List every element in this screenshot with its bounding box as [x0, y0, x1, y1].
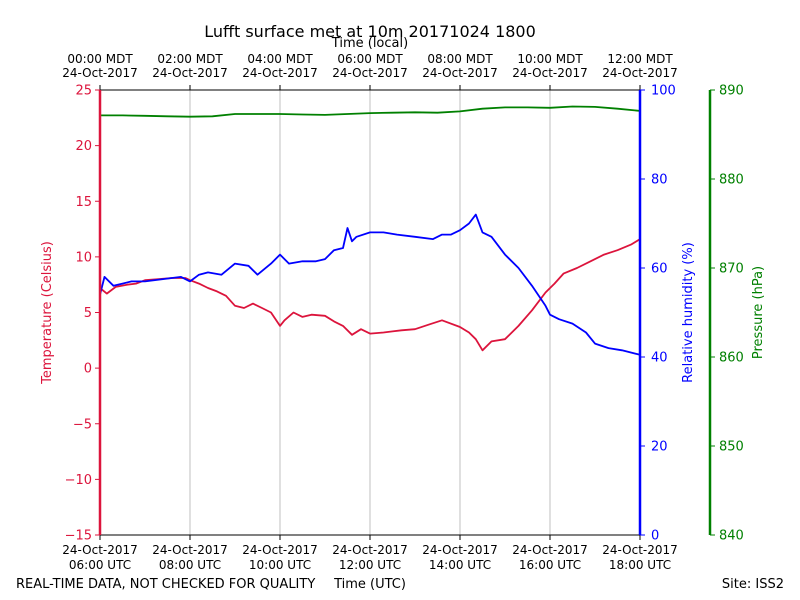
top-tick-label: 10:00 MDT	[517, 52, 583, 66]
top-tick-label: 12:00 MDT	[607, 52, 673, 66]
humidity-tick-label: 100	[651, 84, 676, 99]
top-axis-label: Time (local)	[331, 36, 408, 51]
top-tick-label: 24-Oct-2017	[422, 66, 498, 80]
top-tick-label: 24-Oct-2017	[332, 66, 408, 80]
x-tick-label: 18:00 UTC	[609, 558, 671, 572]
top-tick-label: 24-Oct-2017	[512, 66, 588, 80]
temperature-tick-label: −10	[65, 473, 92, 488]
bottom-axis-label: Time (UTC)	[333, 577, 406, 592]
humidity-tick-label: 60	[651, 262, 668, 277]
x-tick-label: 24-Oct-2017	[512, 543, 588, 557]
humidity-tick-label: 80	[651, 173, 668, 188]
pressure-line	[100, 105, 641, 118]
humidity-axis-label: Relative humidity (%)	[681, 242, 696, 383]
pressure-tick-label: 860	[719, 351, 744, 366]
top-tick-label: 00:00 MDT	[67, 52, 133, 66]
temperature-tick-label: 15	[75, 195, 92, 210]
x-tick-label: 24-Oct-2017	[602, 543, 678, 557]
x-tick-label: 12:00 UTC	[339, 558, 401, 572]
temperature-tick-label: 5	[84, 306, 92, 321]
x-tick-label: 24-Oct-2017	[242, 543, 318, 557]
x-tick-label: 24-Oct-2017	[332, 543, 408, 557]
x-tick-label: 08:00 UTC	[159, 558, 221, 572]
temperature-tick-label: −5	[73, 417, 92, 432]
pressure-tick-label: 840	[719, 529, 744, 544]
temperature-tick-label: 10	[75, 250, 92, 265]
pressure-axis-label: Pressure (hPa)	[751, 266, 766, 359]
pressure-tick-label: 880	[719, 173, 744, 188]
humidity-tick-label: 0	[651, 529, 659, 544]
top-tick-label: 24-Oct-2017	[62, 66, 138, 80]
chart-title: Lufft surface met at 10m 20171024 1800	[204, 22, 536, 41]
temperature-tick-label: 25	[75, 84, 92, 99]
temperature-tick-label: −15	[65, 529, 92, 544]
top-tick-label: 04:00 MDT	[247, 52, 313, 66]
pressure-tick-label: 890	[719, 84, 744, 99]
x-tick-label: 14:00 UTC	[429, 558, 491, 572]
humidity-tick-label: 20	[651, 440, 668, 455]
quality-notice: REAL-TIME DATA, NOT CHECKED FOR QUALITY	[16, 577, 315, 592]
top-tick-label: 24-Oct-2017	[602, 66, 678, 80]
temperature-axis-label: Temperature (Celsius)	[40, 241, 55, 385]
x-tick-label: 06:00 UTC	[69, 558, 131, 572]
top-tick-label: 24-Oct-2017	[152, 66, 228, 80]
pressure-tick-label: 870	[719, 262, 744, 277]
humidity-tick-label: 40	[651, 351, 668, 366]
temperature-line	[99, 238, 641, 352]
x-tick-label: 24-Oct-2017	[152, 543, 228, 557]
x-tick-label: 24-Oct-2017	[422, 543, 498, 557]
top-tick-label: 06:00 MDT	[337, 52, 403, 66]
x-tick-label: 10:00 UTC	[249, 558, 311, 572]
site-label: Site: ISS2	[722, 577, 784, 592]
pressure-tick-label: 850	[719, 440, 744, 455]
temperature-tick-label: 20	[75, 139, 92, 154]
grid	[189, 90, 551, 535]
temperature-tick-label: 0	[84, 362, 92, 377]
relative-humidity-line	[99, 213, 641, 356]
series-lines	[99, 105, 641, 356]
top-tick-label: 24-Oct-2017	[242, 66, 318, 80]
x-tick-label: 16:00 UTC	[519, 558, 581, 572]
x-tick-label: 24-Oct-2017	[62, 543, 138, 557]
top-tick-label: 08:00 MDT	[427, 52, 493, 66]
top-tick-label: 02:00 MDT	[157, 52, 223, 66]
